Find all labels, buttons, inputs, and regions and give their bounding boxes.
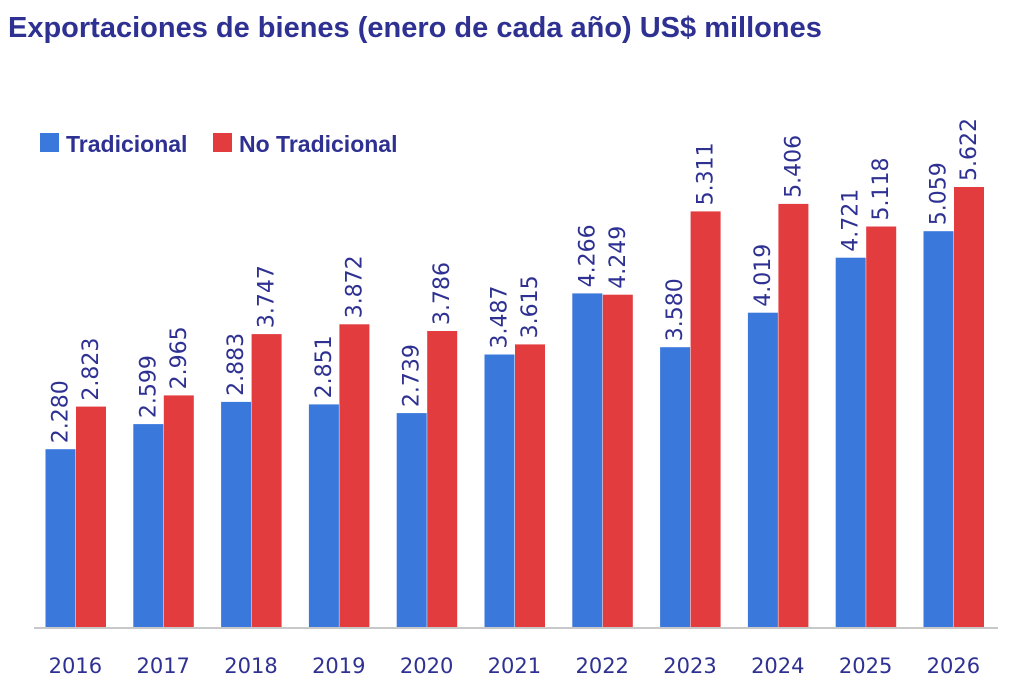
x-tick-label-2022: 2022 — [575, 654, 628, 678]
x-tick-label-2024: 2024 — [751, 654, 804, 678]
bar-no-tradicional-2025 — [866, 226, 897, 628]
value-label-tradicional-2020: 2.739 — [400, 344, 425, 407]
bar-tradicional-2020 — [396, 413, 427, 628]
value-label-no-tradicional-2020: 3.786 — [430, 262, 455, 325]
x-tick-label-2016: 2016 — [49, 654, 102, 678]
bar-no-tradicional-2026 — [954, 187, 984, 628]
bar-tradicional-2023 — [660, 347, 691, 628]
bar-tradicional-2017 — [133, 424, 164, 628]
value-label-no-tradicional-2026: 5.622 — [957, 118, 982, 181]
chart-title: Exportaciones de bienes (enero de cada a… — [8, 12, 822, 44]
bar-no-tradicional-2022 — [602, 294, 633, 628]
bar-tradicional-2026 — [923, 231, 954, 628]
bar-no-tradicional-2023 — [690, 211, 721, 628]
value-label-no-tradicional-2016: 2.823 — [79, 338, 104, 401]
bar-tradicional-2024 — [747, 312, 778, 628]
bar-tradicional-2016 — [45, 449, 76, 628]
x-axis-tick-labels: 2016 2017 2018 2019 2020 2021 2022 2023 2024 2025… — [49, 654, 980, 678]
value-label-tradicional-2026: 5.059 — [927, 162, 952, 225]
bar-tradicional-2022 — [572, 293, 603, 628]
x-tick-label-2019: 2019 — [312, 654, 365, 678]
value-label-no-tradicional-2022: 4.249 — [606, 226, 631, 289]
x-tick-label-2017: 2017 — [136, 654, 189, 678]
x-tick-label-2020: 2020 — [400, 654, 453, 678]
value-label-tradicional-2023: 3.580 — [663, 278, 688, 341]
bar-tradicional-2025 — [835, 257, 866, 628]
bar-no-tradicional-2017 — [163, 395, 194, 628]
value-label-tradicional-2025: 4.721 — [839, 189, 864, 252]
bar-no-tradicional-2018 — [251, 334, 282, 628]
bar-tradicional-2018 — [221, 401, 252, 628]
bar-no-tradicional-2019 — [339, 324, 370, 628]
x-tick-label-2026: 2026 — [927, 654, 980, 678]
bar-no-tradicional-2024 — [778, 203, 809, 628]
value-label-no-tradicional-2018: 3.747 — [255, 265, 280, 328]
bar-no-tradicional-2021 — [515, 344, 545, 628]
value-label-tradicional-2016: 2.280 — [49, 380, 74, 443]
legend-label-no-tradicional: No Tradicional — [239, 131, 397, 157]
value-label-no-tradicional-2017: 2.965 — [167, 326, 192, 389]
legend-label-tradicional: Tradicional — [66, 131, 187, 157]
x-tick-label-2023: 2023 — [663, 654, 716, 678]
value-label-no-tradicional-2024: 5.406 — [781, 135, 806, 198]
bar-no-tradicional-2020 — [427, 331, 458, 628]
value-label-no-tradicional-2021: 3.615 — [518, 275, 543, 338]
x-tick-label-2018: 2018 — [224, 654, 277, 678]
legend-swatch-no-tradicional — [213, 133, 232, 152]
x-tick-label-2021: 2021 — [488, 654, 541, 678]
value-label-tradicional-2022: 4.266 — [575, 224, 600, 287]
value-label-tradicional-2018: 2.883 — [224, 333, 249, 396]
bar-tradicional-2021 — [484, 354, 515, 628]
value-label-no-tradicional-2023: 5.311 — [694, 142, 719, 205]
value-label-tradicional-2024: 4.019 — [751, 244, 776, 307]
value-label-tradicional-2017: 2.599 — [136, 355, 161, 418]
bar-no-tradicional-2016 — [76, 406, 106, 628]
bar-tradicional-2019 — [308, 404, 339, 628]
value-label-tradicional-2021: 3.487 — [488, 286, 513, 349]
x-tick-label-2025: 2025 — [839, 654, 892, 678]
bars-group — [45, 187, 984, 628]
legend: Tradicional No Tradicional — [40, 131, 397, 157]
value-label-tradicional-2019: 2.851 — [312, 335, 337, 398]
legend-swatch-tradicional — [40, 133, 59, 152]
value-label-no-tradicional-2019: 3.872 — [342, 255, 367, 318]
value-label-no-tradicional-2025: 5.118 — [869, 158, 894, 221]
